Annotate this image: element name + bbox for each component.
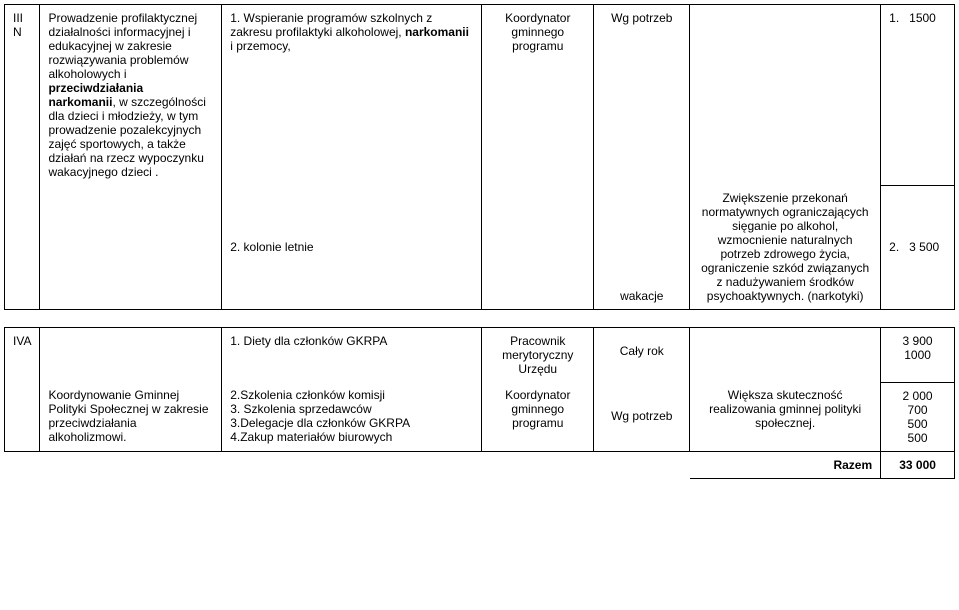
section2-outcome-upper bbox=[690, 328, 881, 383]
spacer-row bbox=[5, 310, 955, 328]
section1-id: III N bbox=[5, 5, 40, 186]
section1-outcome-upper bbox=[690, 5, 881, 186]
section2-act4: 3.Delegacje dla członków GKRPA bbox=[230, 416, 473, 430]
section2-description: Koordynowanie Gminnej Polityki Społeczne… bbox=[40, 382, 222, 451]
total-row: Razem 33 000 bbox=[5, 451, 955, 478]
section1-amt1-num: 1. bbox=[889, 11, 903, 25]
total-value: 33 000 bbox=[881, 451, 955, 478]
section2-amt1: 3 900 bbox=[889, 334, 946, 348]
section2-act3: 3. Szkolenia sprzedawców bbox=[230, 402, 473, 416]
section2-amt6: 500 bbox=[889, 431, 946, 445]
section2-outcome: Większa skuteczność realizowania gminnej… bbox=[690, 382, 881, 451]
section2-activity1: 1. Diety dla członków GKRPA bbox=[222, 328, 482, 383]
section1-who-cont bbox=[482, 185, 594, 310]
section2-row1: IVA 1. Diety dla członków GKRPA Pracowni… bbox=[5, 328, 955, 383]
section2-activities-rest: 2.Szkolenia członków komisji 3. Szkoleni… bbox=[222, 382, 482, 451]
section1-activity2: 2. kolonie letnie bbox=[222, 185, 482, 310]
section1-amount1: 1. 1500 bbox=[881, 5, 955, 186]
section1-amt1-val: 1500 bbox=[909, 11, 936, 25]
section2-who1: Pracownik merytoryczny Urzędu bbox=[482, 328, 594, 383]
section1-row2: 2. kolonie letnie wakacje Zwiększenie pr… bbox=[5, 185, 955, 310]
section2-row2: Koordynowanie Gminnej Polityki Społeczne… bbox=[5, 382, 955, 451]
section2-amounts2: 2 000 700 500 500 bbox=[881, 382, 955, 451]
section1-row1: III N Prowadzenie profilaktycznej działa… bbox=[5, 5, 955, 186]
section1-activity1: 1. Wspieranie programów szkolnych z zakr… bbox=[222, 5, 482, 186]
document-table: III N Prowadzenie profilaktycznej działa… bbox=[4, 4, 955, 479]
section1-amount2: 2. 3 500 bbox=[881, 185, 955, 310]
section1-outcome: Zwiększenie przekonań normatywnych ogran… bbox=[690, 185, 881, 310]
section2-id: IVA bbox=[5, 328, 40, 383]
section1-when1: Wg potrzeb bbox=[594, 5, 690, 186]
total-label: Razem bbox=[690, 451, 881, 478]
section1-act1c: i przemocy, bbox=[230, 39, 290, 53]
section1-amt2-num: 2. bbox=[889, 240, 903, 254]
section2-amt2: 1000 bbox=[889, 348, 946, 362]
section1-id-top: III bbox=[13, 11, 23, 25]
section1-desc-p1: Prowadzenie profilaktycznej działalności… bbox=[48, 11, 197, 81]
section2-amt4: 700 bbox=[889, 403, 946, 417]
section1-who: Koordynator gminnego programu bbox=[482, 5, 594, 186]
section1-id-cont bbox=[5, 185, 40, 310]
section2-act2: 2.Szkolenia członków komisji bbox=[230, 388, 473, 402]
section2-who2: Koordynator gminnego programu bbox=[482, 382, 594, 451]
section1-id-bot: N bbox=[13, 25, 22, 39]
section2-desc-upper bbox=[40, 328, 222, 383]
section2-when2: Wg potrzeb bbox=[594, 382, 690, 451]
section2-amt5: 500 bbox=[889, 417, 946, 431]
section2-amounts1: 3 900 1000 bbox=[881, 328, 955, 383]
section1-description: Prowadzenie profilaktycznej działalności… bbox=[40, 5, 222, 186]
section1-amt2-val: 3 500 bbox=[909, 240, 939, 254]
section1-act1b: narkomanii bbox=[405, 25, 469, 39]
section1-desc-cont bbox=[40, 185, 222, 310]
section2-amt3: 2 000 bbox=[889, 389, 946, 403]
section1-act1a: 1. Wspieranie programów szkolnych z zakr… bbox=[230, 11, 432, 39]
section2-id-cont bbox=[5, 382, 40, 451]
section1-when2: wakacje bbox=[594, 185, 690, 310]
section2-act5: 4.Zakup materiałów biurowych bbox=[230, 430, 473, 444]
section2-when1: Cały rok bbox=[594, 328, 690, 383]
